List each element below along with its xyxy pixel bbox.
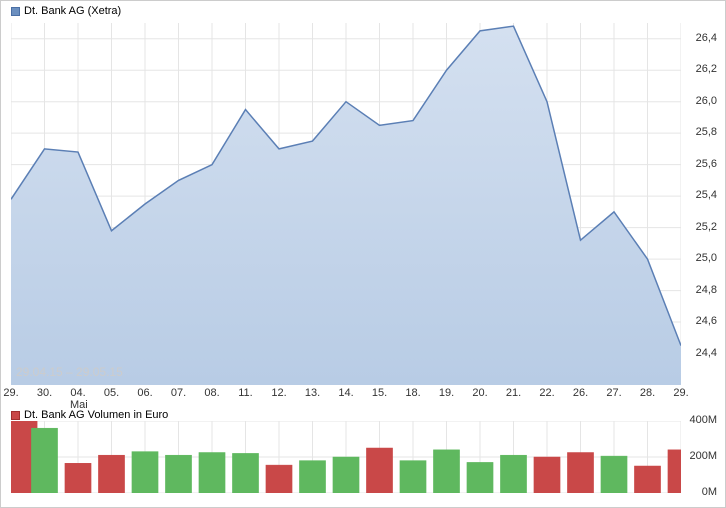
- volume-ytick-label: 400M: [689, 414, 717, 426]
- price-ytick-label: 25,0: [696, 252, 717, 264]
- price-ytick-label: 24,6: [696, 315, 717, 327]
- price-chart: 29.04.15 – 29.05.15: [11, 23, 681, 385]
- x-tick-label: 19.: [439, 387, 454, 399]
- x-tick-label: 07.: [171, 387, 186, 399]
- price-ytick-label: 26,4: [696, 32, 717, 44]
- x-tick-label: 22.: [539, 387, 554, 399]
- volume-legend-swatch: [11, 411, 20, 420]
- x-tick-label: 29.: [3, 387, 18, 399]
- x-tick-label: 15.: [372, 387, 387, 399]
- price-ytick-label: 25,4: [696, 189, 717, 201]
- x-tick-label: 28.: [640, 387, 655, 399]
- x-tick-label: 20.: [472, 387, 487, 399]
- price-ytick-label: 25,8: [696, 126, 717, 138]
- x-tick-label: 06.: [137, 387, 152, 399]
- x-tick-label: 11.: [238, 387, 252, 399]
- x-tick-label: 26.: [573, 387, 588, 399]
- price-ytick-label: 25,2: [696, 221, 717, 233]
- x-tick-label: 30.: [37, 387, 52, 399]
- x-tick-label: 05.: [104, 387, 119, 399]
- x-tick-label: 08.: [204, 387, 219, 399]
- x-tick-label: 21.: [506, 387, 521, 399]
- price-ytick-label: 26,0: [696, 95, 717, 107]
- chart-container: Dt. Bank AG (Xetra) 29.04.15 – 29.05.15 …: [0, 0, 726, 508]
- x-tick-label: 04.: [70, 387, 85, 399]
- x-tick-label: 12.: [271, 387, 286, 399]
- price-ytick-label: 24,4: [696, 347, 717, 359]
- price-ytick-label: 24,8: [696, 284, 717, 296]
- volume-legend: Dt. Bank AG Volumen in Euro: [11, 409, 168, 421]
- x-tick-label: 14.: [338, 387, 353, 399]
- x-tick-label: 13.: [305, 387, 320, 399]
- price-legend: Dt. Bank AG (Xetra): [11, 5, 121, 17]
- price-ytick-label: 25,6: [696, 158, 717, 170]
- volume-ytick-label: 0M: [702, 486, 717, 498]
- volume-legend-label: Dt. Bank AG Volumen in Euro: [24, 409, 168, 421]
- x-tick-label: 18.: [405, 387, 420, 399]
- price-legend-swatch: [11, 7, 20, 16]
- x-tick-label: 27.: [606, 387, 621, 399]
- price-legend-label: Dt. Bank AG (Xetra): [24, 5, 121, 17]
- price-ytick-label: 26,2: [696, 63, 717, 75]
- date-range-watermark: 29.04.15 – 29.05.15: [16, 365, 123, 379]
- volume-ytick-label: 200M: [689, 450, 717, 462]
- volume-chart: [11, 421, 681, 493]
- x-tick-label: 29.: [673, 387, 688, 399]
